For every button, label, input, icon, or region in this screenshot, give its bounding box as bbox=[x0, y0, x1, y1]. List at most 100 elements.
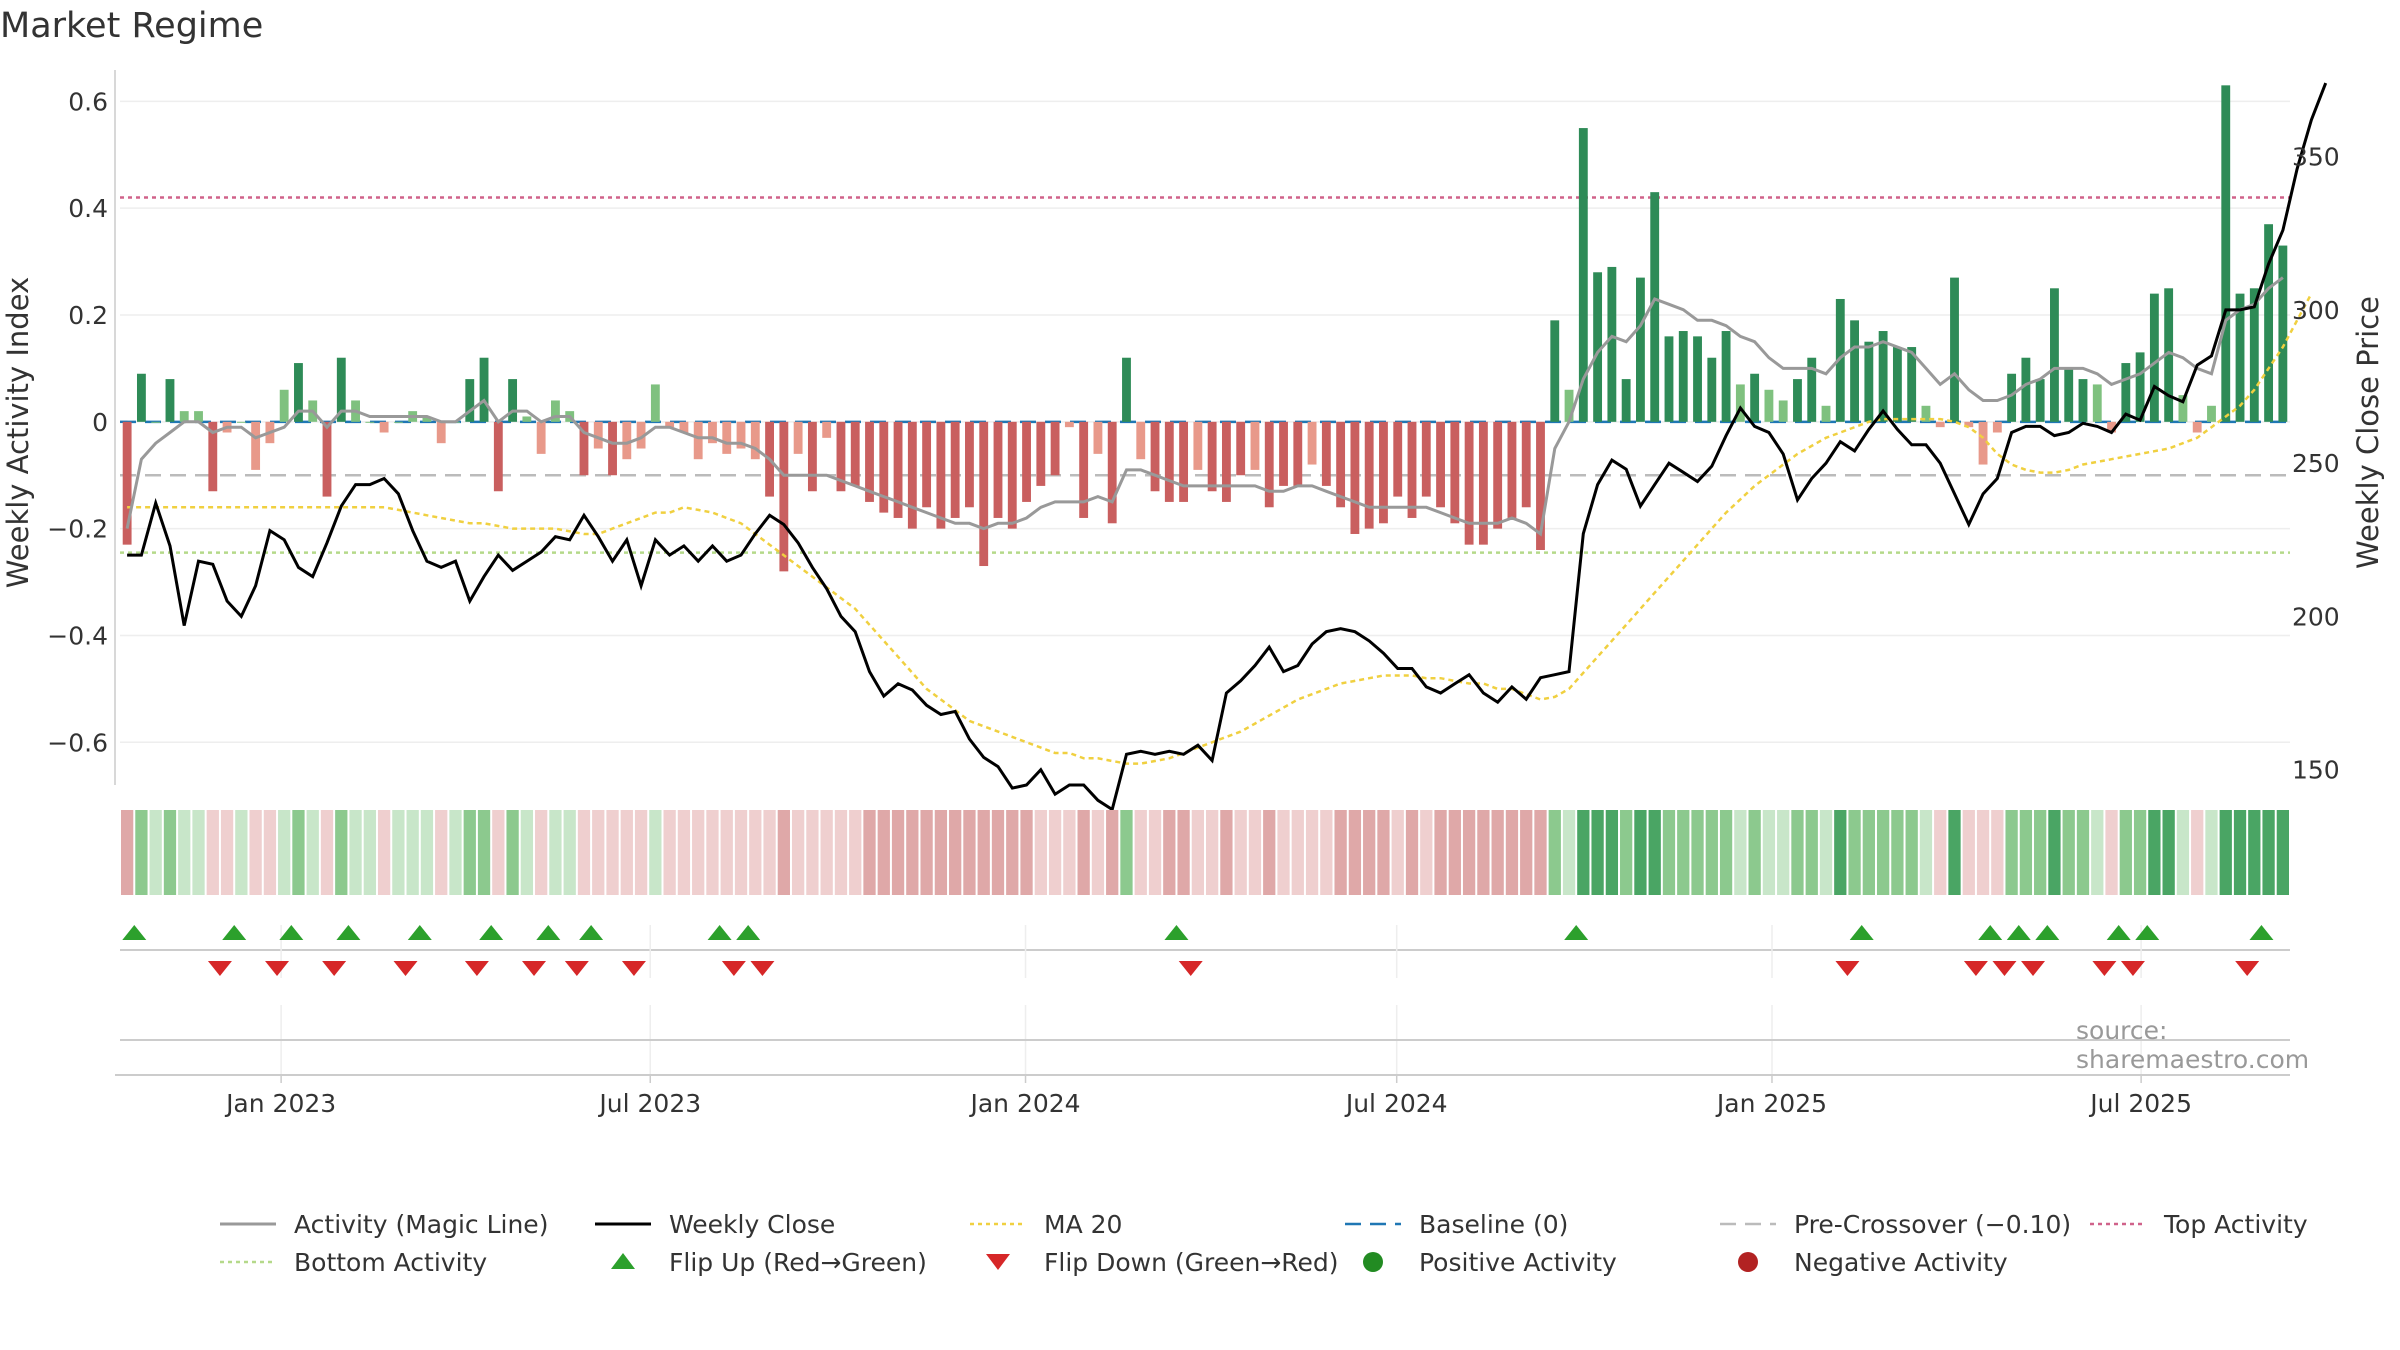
regime-cell bbox=[1948, 810, 1961, 895]
flip-down-marker bbox=[721, 961, 746, 976]
activity-bar bbox=[2050, 288, 2059, 422]
activity-bar bbox=[750, 421, 760, 460]
activity-bar bbox=[2221, 85, 2231, 422]
legend-label: Baseline (0) bbox=[1419, 1210, 1568, 1239]
activity-bar bbox=[1478, 421, 1488, 545]
activity-bar bbox=[279, 389, 289, 422]
weekly-close-line bbox=[127, 82, 2328, 812]
regime-cell bbox=[963, 810, 976, 895]
activity-bar bbox=[708, 421, 717, 444]
activity-bar bbox=[1007, 421, 1017, 529]
regime-cell bbox=[1634, 810, 1647, 895]
activity-bar bbox=[1407, 421, 1417, 518]
regime-cell bbox=[406, 810, 419, 895]
flip-up-marker bbox=[1564, 925, 1589, 940]
activity-bar bbox=[2264, 224, 2274, 422]
regime-cell bbox=[1505, 810, 1519, 895]
activity-bar bbox=[136, 373, 146, 422]
activity-bar bbox=[1864, 341, 1874, 422]
activity-bar bbox=[1878, 331, 1888, 422]
regime-cell bbox=[2019, 810, 2033, 895]
activity-bar bbox=[2007, 373, 2017, 422]
regime-cell bbox=[1848, 810, 1861, 895]
activity-bar bbox=[865, 421, 874, 502]
legend-item-close: Weekly Close bbox=[595, 1210, 835, 1239]
regime-cell bbox=[1106, 810, 1119, 895]
activity-bar bbox=[165, 379, 175, 422]
regime-cell bbox=[2276, 810, 2289, 895]
activity-bar bbox=[1807, 357, 1817, 422]
regime-cell bbox=[1277, 810, 1290, 895]
regime-cell bbox=[1134, 810, 1147, 895]
y2-tick-label: 250 bbox=[2292, 449, 2340, 478]
flip-up-marker bbox=[2249, 925, 2274, 940]
activity-bar bbox=[179, 411, 189, 422]
activity-bar bbox=[822, 421, 832, 438]
regime-cell bbox=[1006, 810, 1019, 895]
legend-swatch bbox=[1363, 1252, 1383, 1272]
flip-up-marker bbox=[707, 925, 732, 940]
regime-cell bbox=[977, 810, 990, 895]
regime-cell bbox=[1148, 810, 1162, 895]
activity-bar bbox=[1793, 379, 1802, 422]
ma20-line bbox=[127, 293, 2313, 765]
activity-bar bbox=[608, 421, 617, 476]
regime-cell bbox=[549, 810, 562, 895]
regime-cell bbox=[777, 810, 790, 895]
regime-cell bbox=[435, 810, 448, 895]
x-tick-label: Jan 2024 bbox=[968, 1089, 1080, 1118]
activity-bar bbox=[294, 363, 303, 422]
y-tick-label: 0.2 bbox=[68, 301, 108, 330]
activity-bar bbox=[693, 421, 703, 460]
reference-lines bbox=[120, 196, 2290, 554]
activity-bar bbox=[1179, 421, 1189, 502]
flip-up-marker bbox=[336, 925, 361, 940]
regime-cell bbox=[620, 810, 633, 895]
regime-cell bbox=[706, 810, 719, 895]
activity-bar bbox=[893, 421, 903, 518]
regime-cell bbox=[949, 810, 962, 895]
activity-bar bbox=[1507, 421, 1517, 518]
regime-cell bbox=[1334, 810, 1347, 895]
activity-bar bbox=[879, 421, 889, 513]
flip-up-marker bbox=[2035, 925, 2060, 940]
flip-down-marker bbox=[1963, 961, 1988, 976]
activity-bar bbox=[251, 421, 261, 470]
source-credit: source: sharemaestro.com bbox=[2076, 1016, 2310, 1074]
regime-cell bbox=[1705, 810, 1718, 895]
regime-cell bbox=[2133, 810, 2147, 895]
bottom-panel: Jan 2023 Jul 2023 Jan 2024 Jul 2024 Jan 2025… bbox=[115, 1005, 2290, 1118]
activity-bar bbox=[1093, 421, 1103, 454]
activity-bar bbox=[1293, 421, 1303, 486]
legend-item-flip_up: Flip Up (Red→Green) bbox=[611, 1248, 927, 1277]
regime-cell bbox=[1220, 810, 1233, 895]
regime-cell bbox=[2005, 810, 2018, 895]
regime-cell bbox=[306, 810, 319, 895]
flip-down-marker bbox=[1835, 961, 1860, 976]
flip-up-marker bbox=[1849, 925, 1874, 940]
y2-tick-label: 300 bbox=[2292, 296, 2340, 325]
legend-label: Positive Activity bbox=[1419, 1248, 1617, 1277]
regime-cell bbox=[121, 810, 134, 895]
activity-bar bbox=[1978, 421, 1988, 465]
regime-cell bbox=[649, 810, 662, 895]
y-tick-label: −0.4 bbox=[47, 621, 108, 650]
regime-cell bbox=[1263, 810, 1276, 895]
regime-cell bbox=[278, 810, 291, 895]
flip-down-marker bbox=[1178, 961, 1203, 976]
legend-item-baseline: Baseline (0) bbox=[1345, 1210, 1568, 1239]
regime-cell bbox=[1091, 810, 1105, 895]
activity-bar bbox=[1379, 421, 1388, 524]
activity-bar bbox=[850, 421, 860, 486]
activity-bar bbox=[1036, 421, 1046, 486]
flip-down-marker bbox=[393, 961, 418, 976]
activity-bar bbox=[1521, 421, 1531, 508]
regime-cell bbox=[2105, 810, 2118, 895]
regime-cell bbox=[1363, 810, 1376, 895]
legend-label: Pre-Crossover (−0.10) bbox=[1794, 1210, 2071, 1239]
regime-cell bbox=[1348, 810, 1362, 895]
regime-cell bbox=[1862, 810, 1875, 895]
activity-bar bbox=[1207, 421, 1217, 492]
flip-down-marker bbox=[2092, 961, 2117, 976]
regime-cell bbox=[906, 810, 919, 895]
